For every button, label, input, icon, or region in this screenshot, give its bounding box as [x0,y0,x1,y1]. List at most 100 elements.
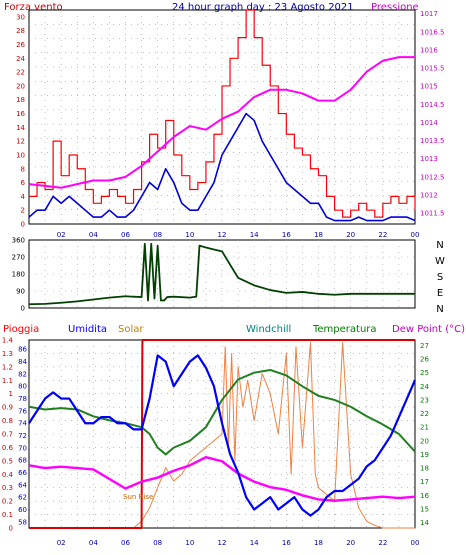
bottom-x-tick-label: 22 [378,539,387,547]
top-x-tick-label: 04 [89,231,98,239]
wind-y-tick-label: 16 [16,110,25,118]
bottom-x-tick-label: 02 [57,539,66,547]
bottom-legend: Pioggia Umidita Solar Windchill Temperatura D… [3,324,465,335]
top-x-tick-label: 02 [57,231,66,239]
pressure-y-tick-label: 1016.5 [420,28,445,36]
bottom-x-tick-label: 10 [185,539,194,547]
top-x-tick-label: 00 [411,231,420,239]
chart-title: 24 hour graph day : 23 Agosto 2021 [172,2,354,13]
humidity-y-tick-label: 64 [18,481,27,489]
wind-y-tick-label: 0 [21,221,25,229]
bottom-x-tick-label: 00 [411,539,420,547]
bottom-x-tick-label: 18 [314,539,323,547]
temperature-y-tick-label: 20 [420,437,429,445]
humidity-y-tick-label: 70 [18,444,27,452]
temperature-y-tick-label: 17 [420,478,429,486]
pressure-y-tick-label: 1016 [420,46,438,54]
temperature-line [28,368,416,456]
wind-average-line [28,112,416,222]
top-x-tick-label: 16 [282,231,291,239]
humidity-y-tick-label: 66 [18,469,27,477]
humidity-y-tick-label: 74 [18,420,27,428]
pressure-y-tick-label: 1014 [420,119,438,127]
rain-y-tick-label: 0.6 [2,444,14,452]
temperature-y-tick-label: 27 [420,342,429,350]
rain-y-tick-label: 1.1 [2,377,13,385]
rain-y-tick-label: 1 [9,390,13,398]
pressure-y-tick-label: 1012 [420,191,438,199]
pressure-y-tick-label: 1013.5 [420,137,445,145]
direction-y-tick-label: 0 [21,305,25,313]
humidity-y-tick-label: 84 [18,358,27,366]
rain-y-tick-label: 0.9 [2,404,13,412]
solar-line [29,342,415,529]
direction-y-tick-label: 180 [12,271,25,279]
compass-letter: S [437,272,443,283]
pressure-y-tick-label: 1015 [420,83,438,91]
humidity-y-tick-label: 86 [18,346,27,354]
temperature-y-tick-label: 23 [420,396,429,404]
humidity-y-tick-label: 72 [18,432,27,440]
humidity-y-tick-label: 68 [18,457,27,465]
wind-y-tick-label: 8 [21,165,25,173]
wind-y-tick-label: 30 [16,13,25,21]
pressure-y-tick-label: 1013 [420,155,438,163]
temperature-y-tick-label: 22 [420,410,429,418]
wind-y-tick-label: 10 [16,151,25,159]
pressure-y-tick-label: 1017 [420,10,438,18]
wind-y-tick-label: 26 [16,41,25,49]
wind-gust-line [29,9,416,218]
wind-y-tick-label: 2 [21,207,25,215]
humidity-y-tick-label: 80 [18,383,27,391]
dew-point-line [28,455,416,502]
compass-letter: W [435,256,445,267]
top-x-tick-label: 18 [314,231,323,239]
rain-line [29,339,415,529]
rain-y-tick-label: 0.8 [2,417,13,425]
legend-rain: Pioggia [3,324,39,335]
wind-y-tick-label: 28 [16,27,25,35]
pressure-y-tick-label: 1015.5 [420,65,445,73]
wind-y-tick-label: 4 [21,193,26,201]
bottom-x-tick-label: 20 [346,539,355,547]
rain-y-tick-label: 0.4 [2,471,14,479]
sunrise-label: Sun Rise [123,493,153,501]
pressure-line [28,56,415,189]
pressure-y-tick-label: 1012.5 [420,173,445,181]
humidity-y-tick-label: 76 [18,407,27,415]
direction-y-tick-label: 270 [12,254,25,262]
temperature-y-tick-label: 18 [420,465,429,473]
legend-hum: Umidita [68,324,107,335]
temperature-y-tick-label: 15 [420,505,429,513]
bottom-x-tick-label: 08 [153,539,162,547]
rain-y-tick-label: 1.4 [2,337,14,345]
rain-y-tick-label: 0.2 [2,498,13,506]
humidity-y-tick-label: 62 [18,494,27,502]
tick-labels: 0246810121416182022242628301011.51012101… [2,10,445,547]
rain-y-tick-label: 1.3 [2,350,13,358]
wind-label: Forza vento [4,2,63,13]
temperature-y-tick-label: 14 [420,519,429,527]
wind-direction-line [28,242,415,306]
top-x-tick-label: 20 [346,231,355,239]
top-x-tick-label: 08 [153,231,162,239]
bottom-x-tick-label: 04 [89,539,98,547]
rain-y-tick-label: 1.2 [2,363,13,371]
wind-y-tick-label: 22 [16,69,25,77]
humidity-line [28,354,417,517]
top-x-tick-label: 12 [218,231,227,239]
top-x-tick-label: 10 [185,231,194,239]
direction-y-tick-label: 90 [16,288,25,296]
pressure-y-tick-label: 1011.5 [420,210,445,218]
bottom-x-tick-label: 16 [282,539,291,547]
rain-y-tick-label: 0.5 [2,457,13,465]
top-x-tick-label: 14 [250,231,259,239]
temperature-y-tick-label: 19 [420,451,429,459]
bottom-x-tick-label: 14 [250,539,259,547]
humidity-y-tick-label: 60 [18,506,27,514]
wind-y-tick-label: 24 [16,55,25,63]
humidity-y-tick-label: 78 [18,395,27,403]
